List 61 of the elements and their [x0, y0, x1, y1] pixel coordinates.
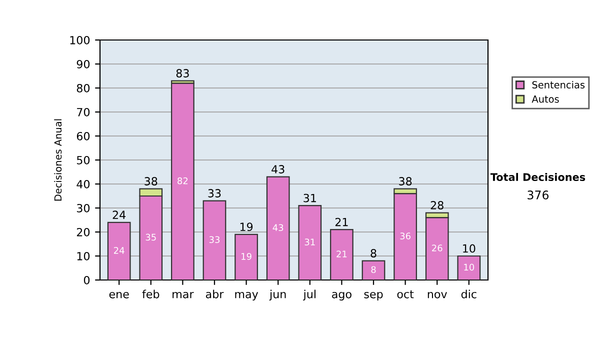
data-label: 8 [371, 266, 376, 274]
data-label: 36 [400, 232, 410, 240]
total-label: 28 [430, 201, 444, 210]
y-tick-label: 80 [76, 84, 90, 92]
x-tick-label: abr [206, 290, 224, 298]
bar [171, 82, 194, 280]
x-tick-label: ago [332, 292, 352, 300]
x-tick-label: mar [172, 292, 194, 298]
data-label: 10 [464, 264, 474, 271]
total-label: 24 [112, 210, 126, 219]
y-tick-label: 60 [76, 132, 90, 140]
y-tick-label: 90 [76, 60, 90, 68]
total-label: 10 [463, 244, 476, 253]
bar [330, 229, 354, 280]
x-tick-label: oct [397, 290, 414, 298]
y-tick-label: 10 [77, 252, 90, 260]
y-tick-label: 100 [70, 36, 90, 44]
bar [457, 255, 481, 280]
text: Total Decisiones [490, 172, 586, 182]
x-tick-label: feb [142, 290, 160, 298]
data-label: 82 [178, 177, 188, 184]
y-tick-label: 40 [76, 180, 90, 188]
data-label: 24 [114, 246, 124, 254]
y-axis-title: Decisiones Anual [54, 119, 62, 201]
data-label: 43 [272, 224, 284, 232]
total-label: 19 [240, 222, 253, 232]
x-tick-label: ene [109, 292, 129, 298]
data-label: 31 [304, 238, 315, 246]
data-label: 21 [336, 250, 347, 258]
y-tick-label: 50 [76, 156, 90, 164]
bar [362, 260, 386, 280]
total-label: 21 [335, 218, 348, 226]
data-label: 26 [432, 244, 442, 252]
legend-label: Autos [532, 96, 559, 103]
total-label: 38 [399, 177, 412, 186]
data-label: 19 [242, 252, 252, 260]
x-tick-label: sep [364, 292, 383, 300]
total-label: 8 [370, 249, 376, 258]
data-label: 33 [209, 236, 220, 244]
x-tick-label: dic [461, 290, 476, 298]
data-label: 35 [146, 234, 156, 241]
legend-label: Sentencias [532, 80, 585, 88]
bar [202, 200, 226, 280]
y-tick-label: 70 [77, 108, 90, 116]
y-tick-label: 30 [76, 204, 90, 212]
y-tick-label: 0 [84, 276, 90, 284]
bar [266, 176, 290, 280]
total-label: 31 [304, 194, 316, 202]
bar [234, 234, 258, 280]
total-label: 33 [208, 189, 221, 198]
total-label: 38 [144, 177, 158, 186]
bar [298, 205, 322, 280]
total-label: 43 [272, 165, 284, 174]
x-tick-label: jun [269, 290, 286, 300]
x-tick-label: jul [303, 290, 316, 300]
x-tick-label: nov [428, 292, 447, 298]
y-tick-label: 20 [76, 228, 90, 236]
text: 376 [528, 190, 549, 200]
x-tick-label: may [235, 292, 258, 300]
total-label: 83 [176, 69, 189, 78]
bar [107, 222, 131, 280]
